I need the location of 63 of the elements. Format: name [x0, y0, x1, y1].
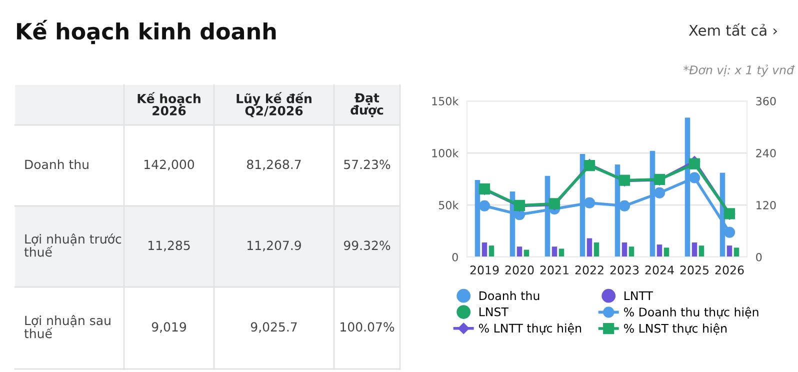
y-tick-label: 150k — [432, 96, 459, 106]
y2-tick-label: 120 — [756, 200, 776, 210]
text: Lũy kế đến Q2/2026 — [236, 92, 312, 118]
text: Kế hoạch kinh doanh — [17, 20, 276, 44]
legend-label: % LNST thực hiện — [624, 323, 727, 335]
point — [618, 200, 630, 212]
text: 142,000 — [144, 160, 194, 170]
text: Lợi nhuận trước thuế — [24, 234, 122, 257]
legend-label: % Doanh thu thực hiện — [624, 306, 758, 318]
text: 100.07% — [340, 322, 394, 332]
point — [688, 172, 700, 184]
legend-label: % LNTT thực hiện — [478, 323, 582, 335]
bar — [488, 246, 494, 257]
text: 9,025.7 — [250, 322, 297, 333]
y-tick-label: 100k — [432, 148, 459, 158]
bar — [622, 242, 628, 257]
y-tick-label: 50k — [438, 200, 459, 210]
y2-tick-label: 0 — [756, 252, 762, 262]
text: 99.32% — [344, 240, 390, 250]
text: *Đơn vị: x 1 tỷ vnđ — [684, 64, 795, 77]
x-tick-label: 2025 — [680, 266, 708, 274]
bar — [552, 246, 558, 257]
bar — [726, 246, 732, 257]
x-tick-label: 2024 — [645, 266, 674, 274]
point — [584, 197, 596, 208]
text: Đạt được — [350, 93, 384, 118]
legend-label: LNST — [480, 307, 508, 316]
y-tick-label: 0 — [452, 252, 458, 262]
text: 11,285 — [148, 240, 190, 252]
text: 81,268.7 — [247, 160, 301, 170]
text: Doanh thu — [25, 159, 88, 170]
bar — [734, 248, 740, 257]
x-tick-label: 2020 — [505, 266, 534, 274]
bar — [524, 250, 530, 257]
text: 9,019 — [152, 322, 186, 333]
text: 57.23% — [344, 160, 390, 170]
point — [654, 187, 666, 198]
legend-label: LNTT — [624, 291, 654, 300]
text: Kế hoạch 2026 — [138, 92, 200, 116]
bar — [698, 246, 704, 257]
y2-tick-label: 240 — [756, 148, 776, 158]
point — [688, 158, 700, 170]
y2-tick-label: 360 — [756, 96, 776, 106]
bar — [586, 238, 592, 257]
bar — [656, 244, 662, 257]
x-tick-label: 2026 — [715, 266, 744, 274]
bar — [664, 248, 670, 257]
bar — [516, 246, 522, 257]
x-tick-label: 2021 — [540, 266, 568, 274]
bar — [558, 248, 564, 257]
text: 11,207.9 — [248, 240, 301, 252]
x-tick-label: 2022 — [575, 266, 604, 274]
x-tick-label: 2023 — [610, 266, 639, 274]
point — [724, 226, 736, 238]
x-tick-label: 2019 — [470, 266, 499, 274]
text: Lợi nhuận sau thuế — [24, 315, 110, 338]
bar — [482, 242, 488, 257]
bar — [594, 242, 600, 257]
point — [478, 200, 490, 212]
legend-label: Doanh thu — [480, 291, 540, 300]
bar — [692, 242, 698, 257]
text: Xem tất cả › — [688, 23, 777, 36]
bar — [628, 246, 634, 257]
